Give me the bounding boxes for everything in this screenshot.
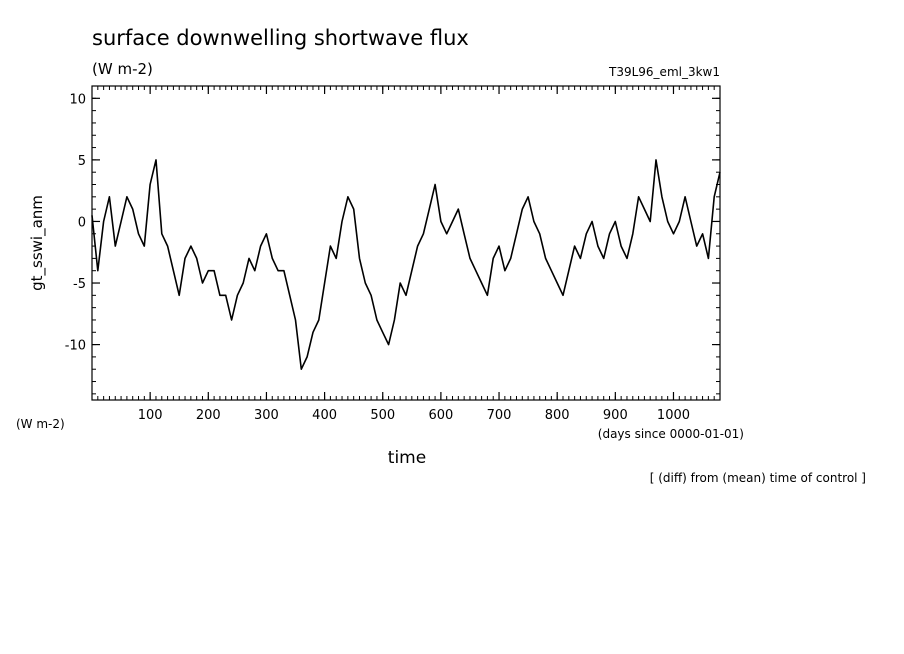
y-tick-label: 0	[78, 215, 86, 230]
x-tick-label: 700	[487, 408, 512, 423]
series-group	[91, 159, 721, 371]
y-tick-label: -10	[65, 339, 86, 354]
x-tick-label: 1000	[657, 408, 690, 423]
experiment-label: T39L96_eml_3kw1	[608, 65, 720, 79]
plot-frame	[91, 85, 721, 401]
minor-ticks	[92, 86, 720, 400]
chart-title: surface downwelling shortwave flux	[92, 26, 469, 50]
y-axis-label: gt_sswi_anm	[28, 195, 47, 291]
x-tick-label: 600	[428, 408, 453, 423]
footnote: [ (diff) from (mean) time of control ]	[650, 471, 866, 485]
x-tick-label: 100	[138, 408, 163, 423]
x-tick-label: 900	[603, 408, 628, 423]
x-tick-label: 300	[254, 408, 279, 423]
x-axis-label: time	[388, 448, 426, 468]
y-axis-ticks: 10 5 0 -5 -10	[65, 92, 720, 354]
x-units-label: (days since 0000-01-01)	[598, 427, 744, 441]
y-tick-label: 5	[78, 154, 86, 169]
x-tick-label: 500	[370, 408, 395, 423]
y-tick-label: -5	[73, 277, 86, 292]
y-tick-label: 10	[69, 92, 86, 107]
series-line	[91, 159, 721, 371]
x-axis-ticks: 100 200 300 400 500 600 700 800 900 1000	[138, 86, 690, 423]
y-units-label: (W m-2)	[16, 417, 65, 431]
x-tick-label: 400	[312, 408, 337, 423]
x-tick-label: 200	[196, 408, 221, 423]
x-tick-label: 800	[545, 408, 570, 423]
chart-units: (W m-2)	[92, 60, 153, 78]
